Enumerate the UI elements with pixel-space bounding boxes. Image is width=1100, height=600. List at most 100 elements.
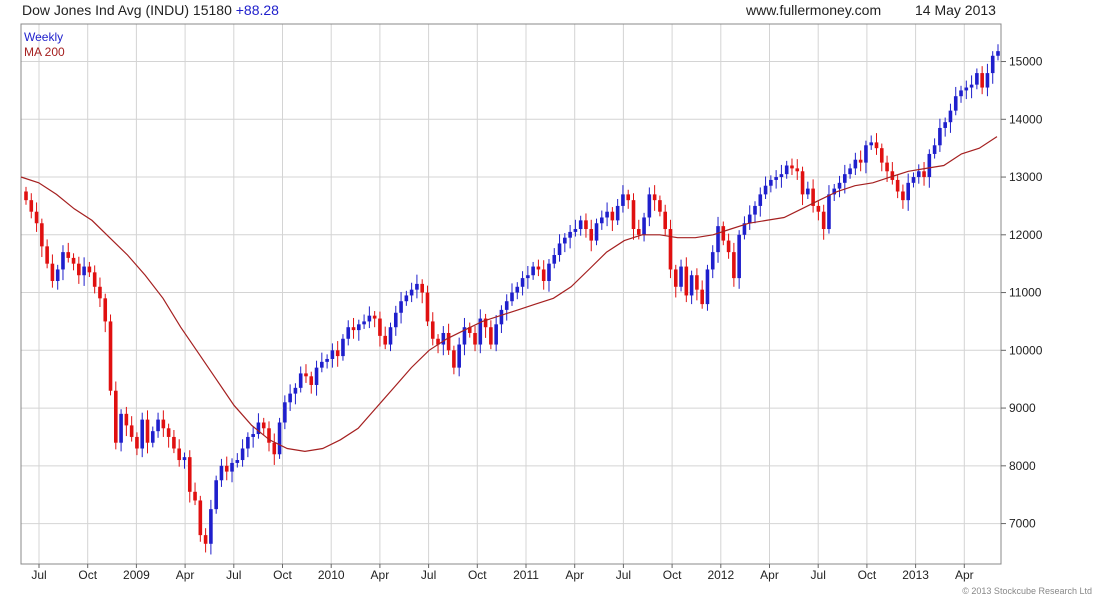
candle-body: [605, 211, 609, 218]
y-axis: 7000 8000 9000 10000 11000 12000 13000 14000 150…: [1001, 55, 1043, 531]
y-tick-label: 8000: [1009, 459, 1036, 473]
candle-body: [985, 73, 990, 88]
candle-body: [531, 266, 535, 276]
candle-body: [726, 240, 731, 253]
candle-body: [71, 257, 76, 264]
candle-body: [119, 413, 123, 443]
candle-body: [594, 223, 599, 241]
candle-body: [404, 295, 409, 302]
candle-body: [473, 332, 477, 345]
candle-body: [636, 229, 641, 235]
candle-body: [710, 252, 715, 270]
candle-body: [499, 309, 504, 325]
candle-body: [372, 315, 377, 319]
copyright-text: © 2013 Stockcube Research Ltd: [962, 586, 1092, 596]
x-tick-label: Apr: [371, 568, 390, 582]
candle-body: [695, 275, 699, 290]
candle-body: [689, 275, 694, 296]
candle-body: [975, 73, 979, 85]
candle-body: [827, 194, 831, 230]
candle-body: [50, 263, 55, 282]
x-axis: Jul Oct 2009 Apr Jul Oct 2010 Apr Jul Oct 2011 Apr J…: [31, 564, 974, 582]
candle-body: [843, 174, 847, 183]
candle-body: [214, 480, 218, 510]
candle-body: [885, 162, 889, 172]
candle-body: [193, 491, 197, 501]
candle-body: [145, 419, 150, 443]
candle-body: [478, 318, 483, 345]
candle-body: [187, 457, 192, 492]
candle-body: [314, 367, 319, 385]
candle-body: [383, 335, 388, 345]
candle-body: [378, 318, 382, 336]
candle-body: [335, 350, 340, 357]
candle-body: [198, 500, 203, 536]
candle-body: [309, 376, 314, 385]
candle-body: [367, 315, 372, 322]
candle-body: [388, 327, 393, 345]
candle-body: [568, 231, 572, 238]
candle-body: [547, 263, 551, 282]
candle-body: [769, 179, 773, 186]
candle-body: [209, 509, 213, 544]
x-tick-label: 2009: [123, 568, 150, 582]
candle-body: [848, 168, 852, 175]
candle-body: [906, 182, 910, 201]
x-tick-label: 2011: [513, 568, 539, 582]
candle-body: [55, 269, 60, 282]
candle-body: [621, 194, 625, 206]
candle-body: [610, 211, 615, 221]
plot-frame: [20, 23, 1002, 565]
candle-body: [462, 327, 467, 345]
candle-body: [869, 142, 874, 146]
candle-body: [452, 350, 456, 368]
candle-body: [874, 142, 879, 149]
candle-body: [916, 171, 921, 178]
candle-body: [742, 223, 747, 235]
candle-body: [362, 321, 366, 325]
candle-body: [92, 272, 97, 287]
candle-body: [129, 425, 134, 437]
candle-body: [600, 217, 604, 224]
x-tick-label: Apr: [760, 568, 779, 582]
candle-body: [357, 324, 361, 331]
candle-body: [753, 205, 757, 215]
candle-body: [790, 165, 794, 169]
candle-body: [441, 332, 446, 345]
candle-body: [732, 252, 736, 279]
candle-body: [837, 182, 842, 189]
candle-body: [341, 338, 345, 357]
candle-body: [573, 229, 578, 232]
candle-body: [235, 460, 240, 463]
candle-body: [536, 266, 541, 270]
candle-body: [489, 327, 493, 345]
candle-body: [795, 168, 800, 172]
x-tick-label: Apr: [565, 568, 584, 582]
candle-body: [626, 194, 631, 201]
source-url[interactable]: www.fullermoney.com: [746, 2, 882, 18]
y-tick-label: 9000: [1009, 401, 1036, 415]
candle-body: [230, 462, 234, 472]
candle-body: [943, 122, 947, 128]
candle-body: [409, 289, 414, 296]
candle-body: [784, 165, 789, 175]
candle-body: [716, 226, 720, 253]
candle-body: [346, 327, 351, 339]
weekly-candles: [24, 44, 1000, 555]
candle-body: [615, 205, 620, 221]
x-tick-label: 2010: [318, 568, 345, 582]
y-tick-label: 14000: [1009, 112, 1043, 126]
x-tick-label: 2012: [707, 568, 734, 582]
candle-body: [330, 350, 335, 359]
y-tick-label: 7000: [1009, 517, 1036, 531]
candle-body: [494, 324, 498, 345]
candle-body: [541, 269, 546, 282]
candle-body: [29, 200, 34, 212]
candle-body: [679, 266, 683, 287]
candle-body: [948, 110, 953, 123]
candle-body: [642, 217, 646, 235]
candle-body: [800, 171, 805, 195]
candle-body: [911, 177, 916, 183]
